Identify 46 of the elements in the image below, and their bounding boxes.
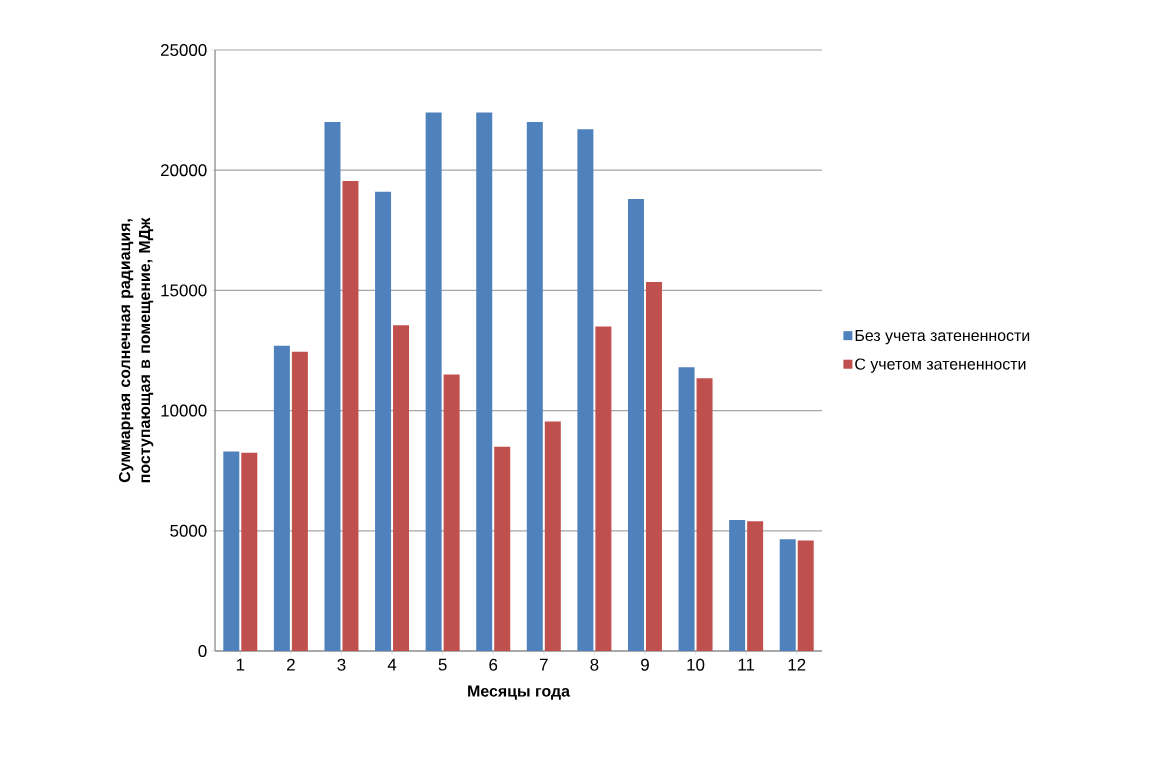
bar <box>443 374 460 651</box>
x-tick-label: 8 <box>590 658 599 671</box>
x-tick-label: 6 <box>489 658 498 671</box>
x-tick-label: 2 <box>287 658 295 671</box>
bar <box>526 122 543 651</box>
x-tick-label: 5 <box>438 658 447 671</box>
x-tick-label: 9 <box>641 658 649 671</box>
x-tick-label: 10 <box>687 658 705 671</box>
bar <box>425 112 442 651</box>
legend-label: Без учета затененности <box>855 329 1030 345</box>
bar <box>273 345 290 651</box>
bar <box>291 351 308 651</box>
y-tick-label: 5000 <box>170 524 207 537</box>
bar <box>797 540 814 651</box>
bar <box>577 129 594 651</box>
y-tick-label: 10000 <box>161 404 207 417</box>
bar <box>696 378 713 651</box>
bar <box>476 112 493 651</box>
bar <box>779 539 796 651</box>
bar <box>544 421 561 651</box>
x-tick-label: 1 <box>236 658 245 671</box>
bar <box>747 521 764 651</box>
x-tick-label: 4 <box>387 658 397 671</box>
x-tick-label: 11 <box>738 658 755 671</box>
bar <box>393 325 410 651</box>
y-tick-label: 25000 <box>161 43 207 56</box>
y-tick-label: 20000 <box>161 164 207 177</box>
bar <box>595 326 612 651</box>
bar <box>627 199 644 651</box>
bar <box>494 446 511 651</box>
y-axis-title: Суммарная солнечная радиация, поступающая в помещение, МДж <box>118 217 154 483</box>
x-tick-label: 12 <box>788 658 806 671</box>
bar <box>324 122 341 651</box>
bar <box>223 451 240 651</box>
bar <box>342 181 359 651</box>
x-tick-label: 7 <box>539 658 548 671</box>
bar <box>729 519 746 651</box>
legend-label: С учетом затененности <box>855 358 1026 373</box>
bar <box>645 281 662 651</box>
bar <box>678 367 695 651</box>
y-tick-label: 15000 <box>161 284 207 297</box>
bar <box>375 191 392 651</box>
x-axis-title: Месяцы года <box>468 685 571 700</box>
y-tick-label: 0 <box>198 644 207 657</box>
x-tick-label: 3 <box>337 658 346 671</box>
bar <box>241 452 258 651</box>
